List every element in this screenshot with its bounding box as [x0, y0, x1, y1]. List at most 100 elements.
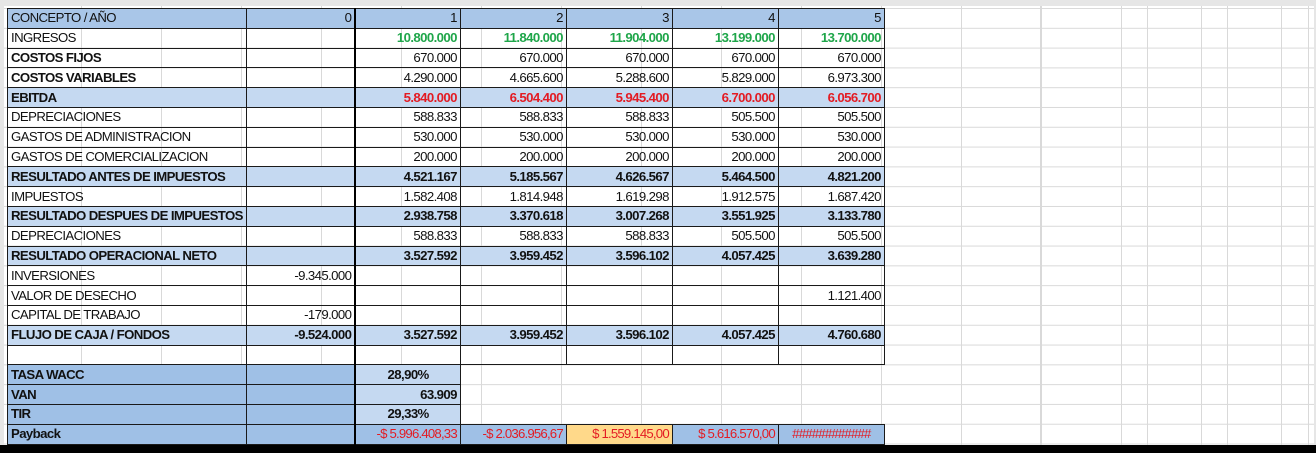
cell-year-3[interactable]: 670.000 — [565, 47, 673, 69]
cell-year-3[interactable]: 588.833 — [565, 225, 673, 247]
row-label[interactable]: VALOR DE DESECHO — [7, 285, 247, 306]
cell-year-3[interactable]: 3.007.268 — [565, 205, 673, 227]
cell-year-5[interactable]: 6.056.700 — [777, 87, 885, 108]
cell-year-5[interactable]: 505.500 — [777, 106, 885, 128]
row-label[interactable] — [7, 344, 247, 366]
cell-year-3[interactable] — [565, 344, 673, 366]
cell-year-0[interactable] — [245, 205, 356, 227]
cell-year-5[interactable] — [777, 304, 885, 326]
cell-year-3[interactable]: 3.596.102 — [565, 324, 673, 346]
cell-year-0[interactable] — [245, 126, 356, 148]
row-label[interactable]: GASTOS DE COMERCIALIZACION — [7, 146, 247, 168]
cell-year-1[interactable]: 5.840.000 — [354, 87, 461, 108]
indicator-spacer[interactable] — [245, 364, 356, 386]
cell-year-0[interactable] — [245, 285, 356, 306]
cell-year-0[interactable] — [245, 146, 356, 168]
cell-year-4[interactable]: 505.500 — [671, 225, 779, 247]
row-label[interactable]: EBITDA — [7, 87, 247, 108]
cell-year-4[interactable]: 670.000 — [671, 47, 779, 69]
year-3-header[interactable]: 3 — [565, 8, 673, 29]
cell-year-0[interactable] — [245, 344, 356, 366]
row-label[interactable]: RESULTADO DESPUES DE IMPUESTOS — [7, 205, 247, 227]
cell-year-0[interactable]: -9.524.000 — [245, 324, 356, 346]
cell-year-2[interactable]: 3.370.618 — [459, 205, 567, 227]
cell-year-5[interactable] — [777, 344, 885, 366]
cell-year-2[interactable] — [459, 265, 567, 287]
cell-year-5[interactable]: 200.000 — [777, 146, 885, 168]
indicator-value[interactable]: 63.909 — [354, 384, 461, 405]
cell-year-4[interactable]: 5.464.500 — [671, 166, 779, 188]
cell-year-3[interactable] — [565, 285, 673, 306]
payback-year-2[interactable]: -$ 2.036.956,67 — [459, 423, 567, 445]
cell-year-5[interactable]: 1.121.400 — [777, 285, 885, 306]
cell-year-4[interactable] — [671, 304, 779, 326]
cell-year-1[interactable]: 10.800.000 — [354, 27, 461, 49]
cell-year-4[interactable]: 4.057.425 — [671, 324, 779, 346]
cell-year-5[interactable]: 3.133.780 — [777, 205, 885, 227]
cell-year-1[interactable]: 3.527.592 — [354, 324, 461, 346]
cell-year-3[interactable]: 5.288.600 — [565, 67, 673, 89]
indicator-value[interactable]: 28,90% — [354, 364, 461, 386]
cell-year-3[interactable]: 588.833 — [565, 106, 673, 128]
indicator-label[interactable]: TASA WACC — [7, 364, 247, 386]
cell-year-2[interactable]: 3.959.452 — [459, 324, 567, 346]
indicator-value[interactable]: 29,33% — [354, 403, 461, 425]
cell-year-4[interactable]: 505.500 — [671, 106, 779, 128]
payback-spacer[interactable] — [245, 423, 356, 445]
cell-year-2[interactable]: 5.185.567 — [459, 166, 567, 188]
cell-year-5[interactable]: 4.760.680 — [777, 324, 885, 346]
cell-year-1[interactable]: 588.833 — [354, 225, 461, 247]
cell-year-3[interactable]: 3.596.102 — [565, 245, 673, 267]
cell-year-4[interactable] — [671, 344, 779, 366]
cell-year-3[interactable]: 1.619.298 — [565, 186, 673, 207]
cell-year-5[interactable]: 670.000 — [777, 47, 885, 69]
cell-year-1[interactable]: 1.582.408 — [354, 186, 461, 207]
cell-year-3[interactable]: 11.904.000 — [565, 27, 673, 49]
cell-year-4[interactable]: 1.912.575 — [671, 186, 779, 207]
cell-year-2[interactable]: 670.000 — [459, 47, 567, 69]
cell-year-3[interactable] — [565, 304, 673, 326]
cell-year-4[interactable]: 6.700.000 — [671, 87, 779, 108]
cell-year-1[interactable]: 670.000 — [354, 47, 461, 69]
cell-year-1[interactable]: 4.290.000 — [354, 67, 461, 89]
cell-year-0[interactable]: -179.000 — [245, 304, 356, 326]
cell-year-3[interactable]: 200.000 — [565, 146, 673, 168]
cell-year-2[interactable]: 4.665.600 — [459, 67, 567, 89]
cell-year-0[interactable] — [245, 166, 356, 188]
cell-year-2[interactable]: 588.833 — [459, 225, 567, 247]
cell-year-1[interactable] — [354, 285, 461, 306]
row-label[interactable]: INVERSIONES — [7, 265, 247, 287]
cell-year-5[interactable]: 530.000 — [777, 126, 885, 148]
row-label[interactable]: IMPUESTOS — [7, 186, 247, 207]
row-label[interactable]: DEPRECIACIONES — [7, 106, 247, 128]
cell-year-2[interactable]: 3.959.452 — [459, 245, 567, 267]
row-label[interactable]: CAPITAL DE TRABAJO — [7, 304, 247, 326]
year-4-header[interactable]: 4 — [671, 8, 779, 29]
cell-year-2[interactable]: 1.814.948 — [459, 186, 567, 207]
cell-year-1[interactable]: 530.000 — [354, 126, 461, 148]
cell-year-1[interactable]: 3.527.592 — [354, 245, 461, 267]
cell-year-1[interactable] — [354, 344, 461, 366]
cell-year-0[interactable] — [245, 225, 356, 247]
cell-year-4[interactable]: 200.000 — [671, 146, 779, 168]
cell-year-3[interactable] — [565, 265, 673, 287]
cell-year-0[interactable] — [245, 87, 356, 108]
cell-year-0[interactable] — [245, 106, 356, 128]
cell-year-1[interactable]: 200.000 — [354, 146, 461, 168]
row-label[interactable]: FLUJO DE CAJA / FONDOS — [7, 324, 247, 346]
cell-year-4[interactable]: 530.000 — [671, 126, 779, 148]
cell-year-1[interactable] — [354, 304, 461, 326]
cell-year-2[interactable]: 200.000 — [459, 146, 567, 168]
cell-year-2[interactable]: 11.840.000 — [459, 27, 567, 49]
cell-year-0[interactable] — [245, 186, 356, 207]
row-label[interactable]: INGRESOS — [7, 27, 247, 49]
indicator-label[interactable]: VAN — [7, 384, 247, 405]
row-label[interactable]: DEPRECIACIONES — [7, 225, 247, 247]
cell-year-2[interactable]: 530.000 — [459, 126, 567, 148]
payback-label[interactable]: Payback — [7, 423, 247, 445]
cell-year-3[interactable]: 4.626.567 — [565, 166, 673, 188]
cell-year-5[interactable]: 1.687.420 — [777, 186, 885, 207]
cell-year-4[interactable]: 3.551.925 — [671, 205, 779, 227]
cell-year-2[interactable]: 588.833 — [459, 106, 567, 128]
cell-year-2[interactable] — [459, 344, 567, 366]
